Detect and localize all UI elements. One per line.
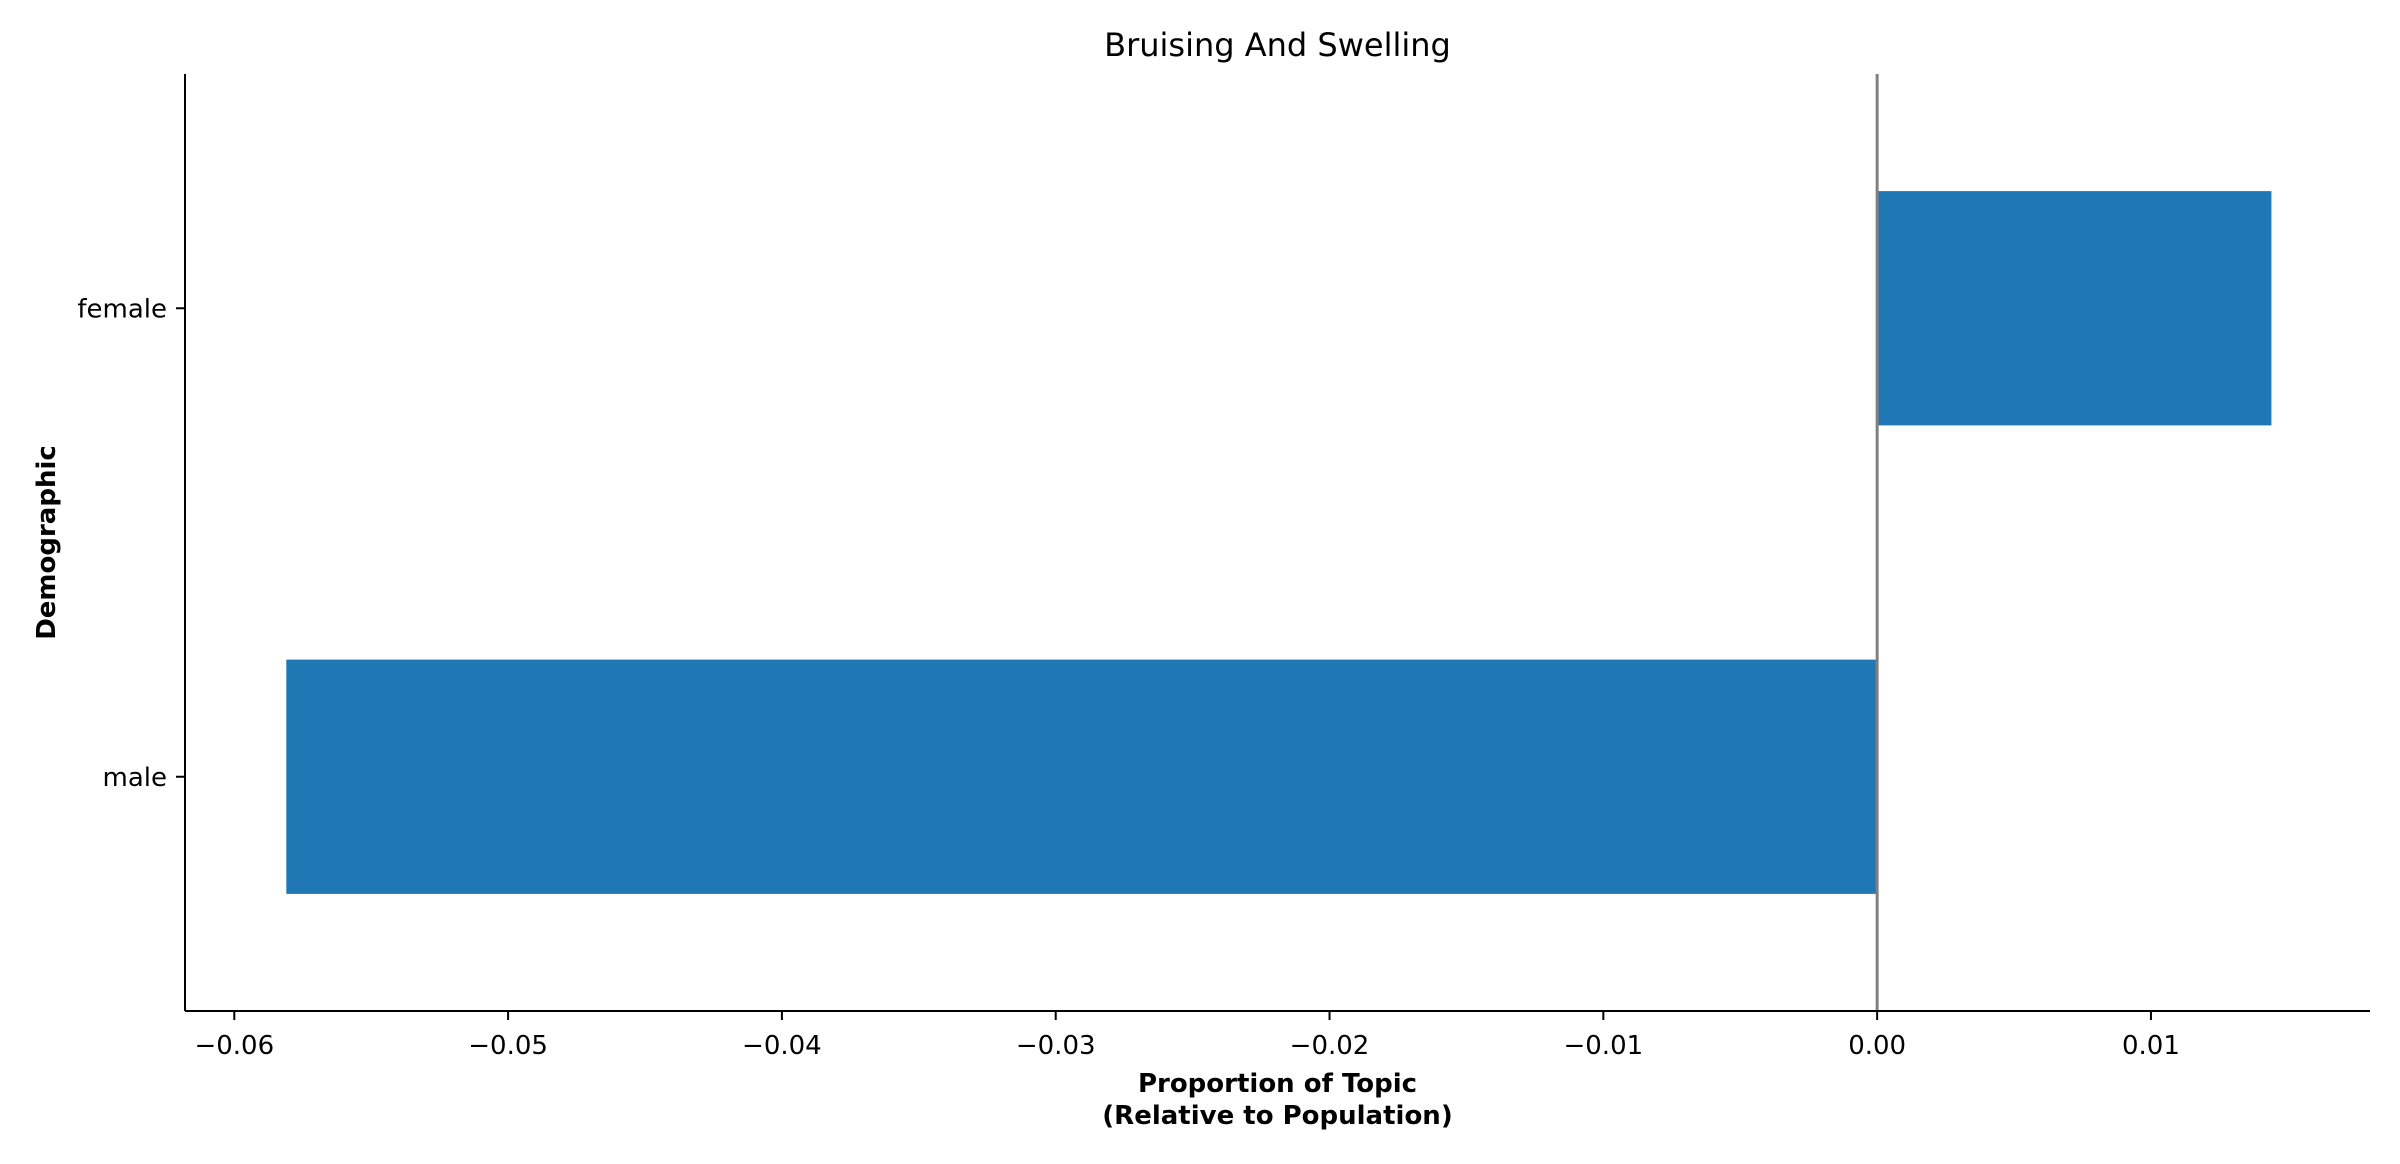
x-tick-label: −0.05	[468, 1031, 548, 1061]
axes-layer	[184, 74, 2370, 1012]
x-tick-label: 0.00	[1848, 1031, 1906, 1061]
y-tick-label-female: female	[77, 294, 167, 324]
bar-female	[1877, 191, 2272, 426]
chart-title: Bruising And Swelling	[1104, 26, 1451, 64]
x-axis-label-line-2: (Relative to Population)	[1102, 1101, 1452, 1131]
y-axis-label: Demographic	[32, 445, 62, 640]
ticks-layer: female male −0.06 −0.05 −0.04 −0.03 −0.02 −0.01…	[77, 294, 2180, 1061]
y-tick-label-male: male	[103, 763, 167, 793]
bars-layer	[286, 191, 2272, 894]
x-tick-label: −0.06	[194, 1031, 274, 1061]
x-tick-label: −0.04	[742, 1031, 822, 1061]
x-tick-label: −0.01	[1563, 1031, 1643, 1061]
x-tick-label: 0.01	[2122, 1031, 2180, 1061]
bar-male	[286, 659, 1878, 894]
x-axis-label-line-1: Proportion of Topic	[1138, 1069, 1417, 1099]
x-tick-label: −0.03	[1016, 1031, 1096, 1061]
x-tick-label: −0.02	[1290, 1031, 1370, 1061]
